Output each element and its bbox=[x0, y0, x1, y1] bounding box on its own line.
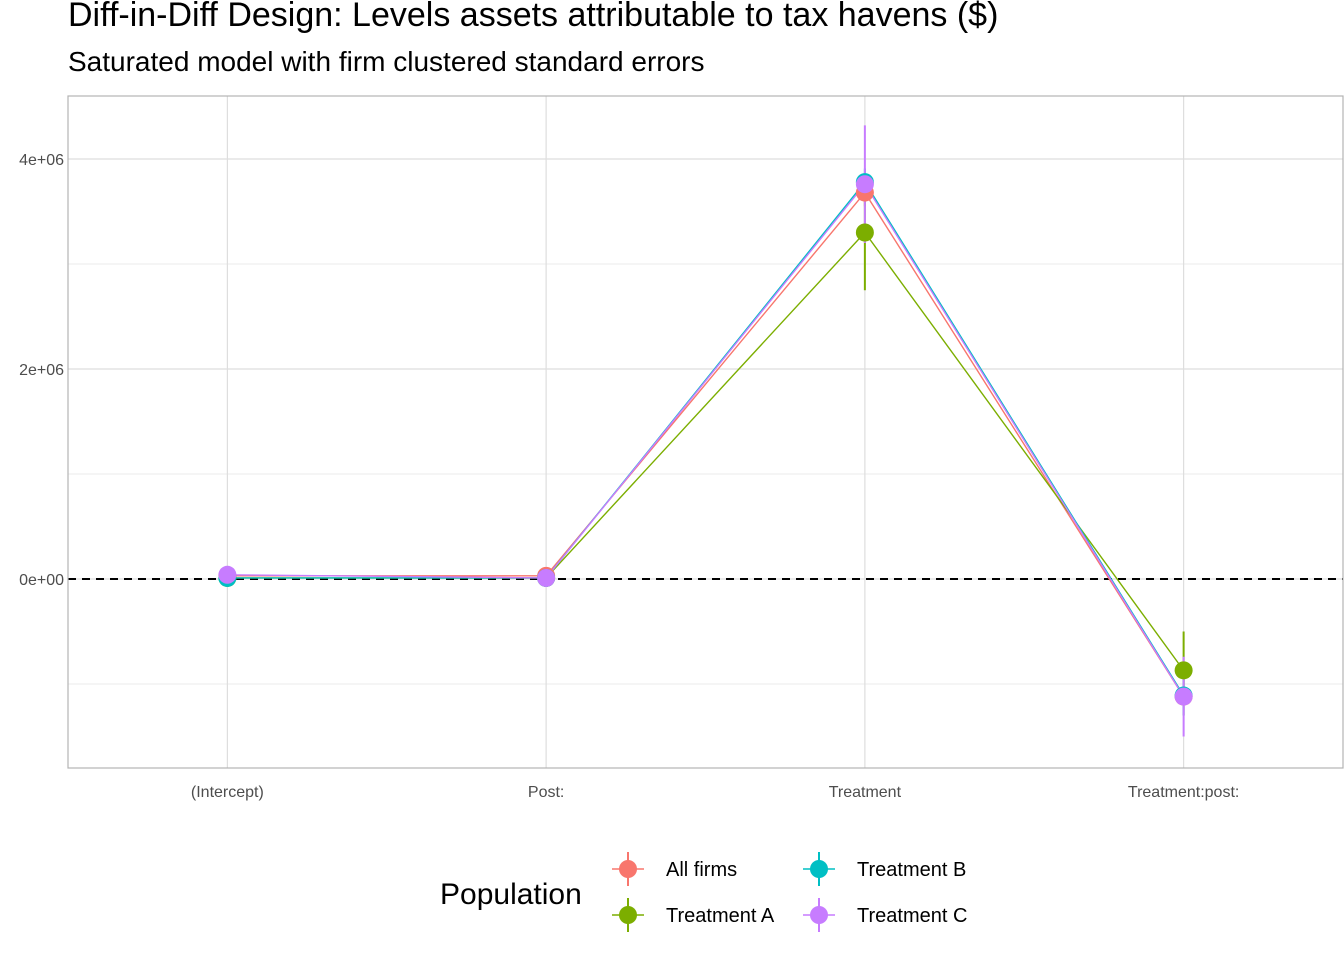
legend-item: Treatment C bbox=[803, 898, 967, 932]
legend-item: All firms bbox=[612, 852, 737, 886]
series-line-treatment-a bbox=[227, 231, 1185, 671]
series-line-treatment-b bbox=[227, 180, 1185, 696]
x-tick-label: Treatment:post: bbox=[1128, 784, 1239, 801]
y-tick-label: 0e+00 bbox=[19, 572, 64, 589]
legend-label: All firms bbox=[666, 859, 737, 881]
x-tick-label: Post: bbox=[528, 784, 564, 801]
chart-subtitle: Saturated model with firm clustered stan… bbox=[68, 46, 705, 77]
legend-label: Treatment A bbox=[666, 905, 775, 927]
legend-item: Treatment A bbox=[612, 898, 775, 932]
plot-panel-border bbox=[67, 95, 1344, 769]
data-point-treatment-c bbox=[855, 175, 874, 194]
y-tick-label: 4e+06 bbox=[19, 152, 64, 169]
data-point-treatment-a bbox=[855, 223, 874, 242]
y-axis: 0e+00 2e+06 4e+06 bbox=[19, 152, 64, 589]
x-tick-label: Treatment bbox=[829, 784, 902, 801]
data-point-treatment-a bbox=[1174, 661, 1193, 680]
legend-item: Treatment B bbox=[803, 852, 966, 886]
legend-label: Treatment B bbox=[857, 859, 966, 881]
chart-title: Diff-in-Diff Design: Levels assets attri… bbox=[68, 0, 999, 34]
grid-major bbox=[68, 96, 1343, 768]
legend-key-point bbox=[619, 860, 637, 878]
legend-key-point bbox=[810, 860, 828, 878]
legend-label: Treatment C bbox=[857, 905, 967, 927]
series-line-all-firms bbox=[227, 191, 1185, 697]
grid-minor bbox=[68, 263, 1343, 685]
legend-key-point bbox=[810, 906, 828, 924]
x-tick-label: (Intercept) bbox=[191, 784, 264, 801]
data-point-treatment-c bbox=[1174, 687, 1193, 706]
data-point-treatment-c bbox=[537, 568, 556, 587]
series-layer bbox=[218, 125, 1193, 737]
series-line-treatment-c bbox=[227, 182, 1185, 697]
legend: Population All firms Treatment A Treatment … bbox=[440, 852, 967, 932]
legend-title: Population bbox=[440, 878, 582, 911]
x-axis: (Intercept) Post: Treatment Treatment:post: bbox=[191, 784, 1239, 801]
y-tick-label: 2e+06 bbox=[19, 362, 64, 379]
legend-key-point bbox=[619, 906, 637, 924]
data-point-treatment-c bbox=[218, 565, 237, 584]
